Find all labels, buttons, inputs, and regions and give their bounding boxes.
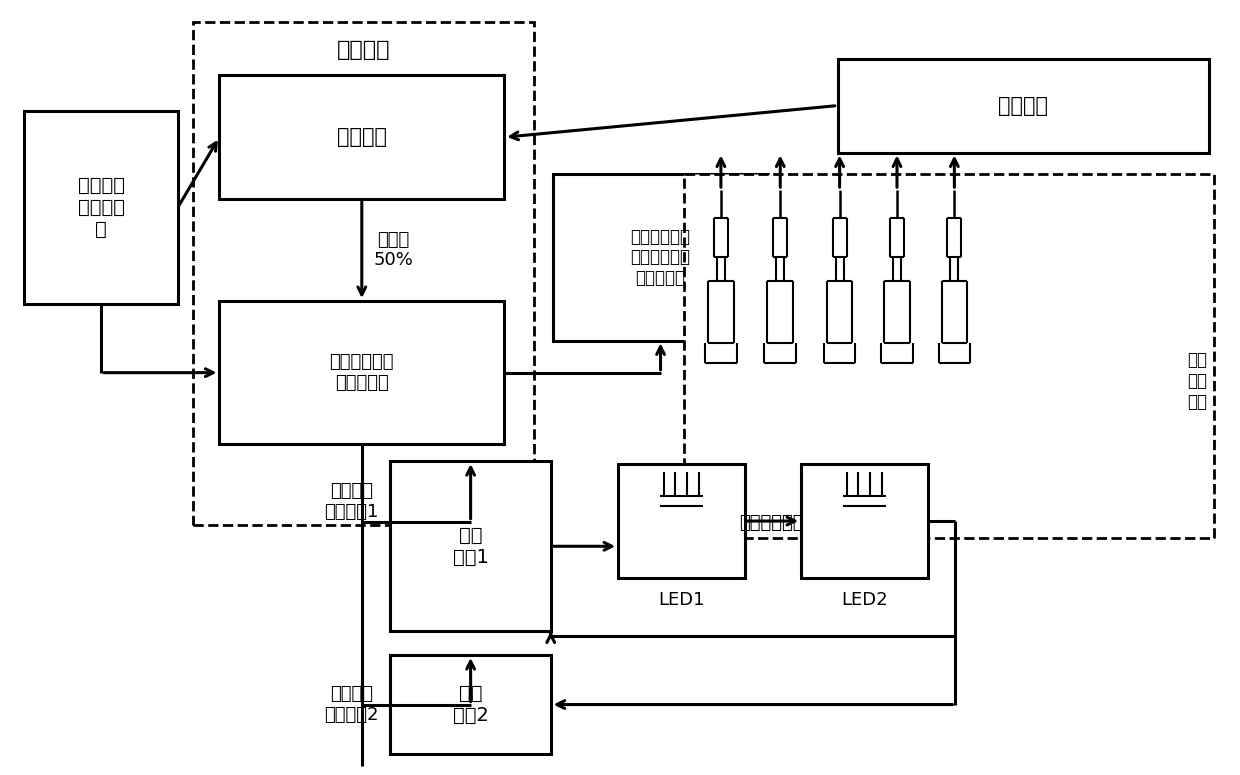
Text: 微处理器: 微处理器 [336, 40, 391, 60]
Text: 亮度
测量
装置: 亮度 测量 装置 [1188, 351, 1208, 411]
Text: 配置脉冲宽度
调制占空比: 配置脉冲宽度 调制占空比 [330, 353, 394, 392]
Text: LED1: LED1 [658, 591, 704, 608]
Text: 背光
驱动1: 背光 驱动1 [453, 525, 489, 567]
Bar [192, 22, 534, 525]
Text: 脉冲宽度
调制信号1: 脉冲宽度 调制信号1 [324, 482, 378, 521]
Bar [391, 655, 551, 754]
Text: 键盘输入
亮度标准
值: 键盘输入 亮度标准 值 [78, 176, 125, 239]
Bar [25, 111, 177, 304]
Bar [219, 301, 505, 444]
Text: 闪存存储器存
储脉冲宽度调
制占空比值: 闪存存储器存 储脉冲宽度调 制占空比值 [631, 228, 691, 288]
Bar [618, 464, 745, 578]
Text: 背光
驱动2: 背光 驱动2 [453, 684, 489, 725]
Bar [391, 461, 551, 632]
Text: 实测亮度: 实测亮度 [998, 95, 1048, 115]
Text: LED2: LED2 [841, 591, 888, 608]
Text: 脉冲宽度
调制信号2: 脉冲宽度 调制信号2 [324, 685, 378, 724]
Text: 液晶显示面板: 液晶显示面板 [739, 514, 804, 532]
Bar [553, 174, 769, 340]
Bar [801, 464, 928, 578]
Text: 亮度比较: 亮度比较 [337, 127, 387, 147]
Bar [684, 174, 1214, 539]
Text: 默认值
50%: 默认值 50% [373, 231, 414, 270]
Bar [219, 75, 505, 199]
Bar [838, 59, 1209, 153]
